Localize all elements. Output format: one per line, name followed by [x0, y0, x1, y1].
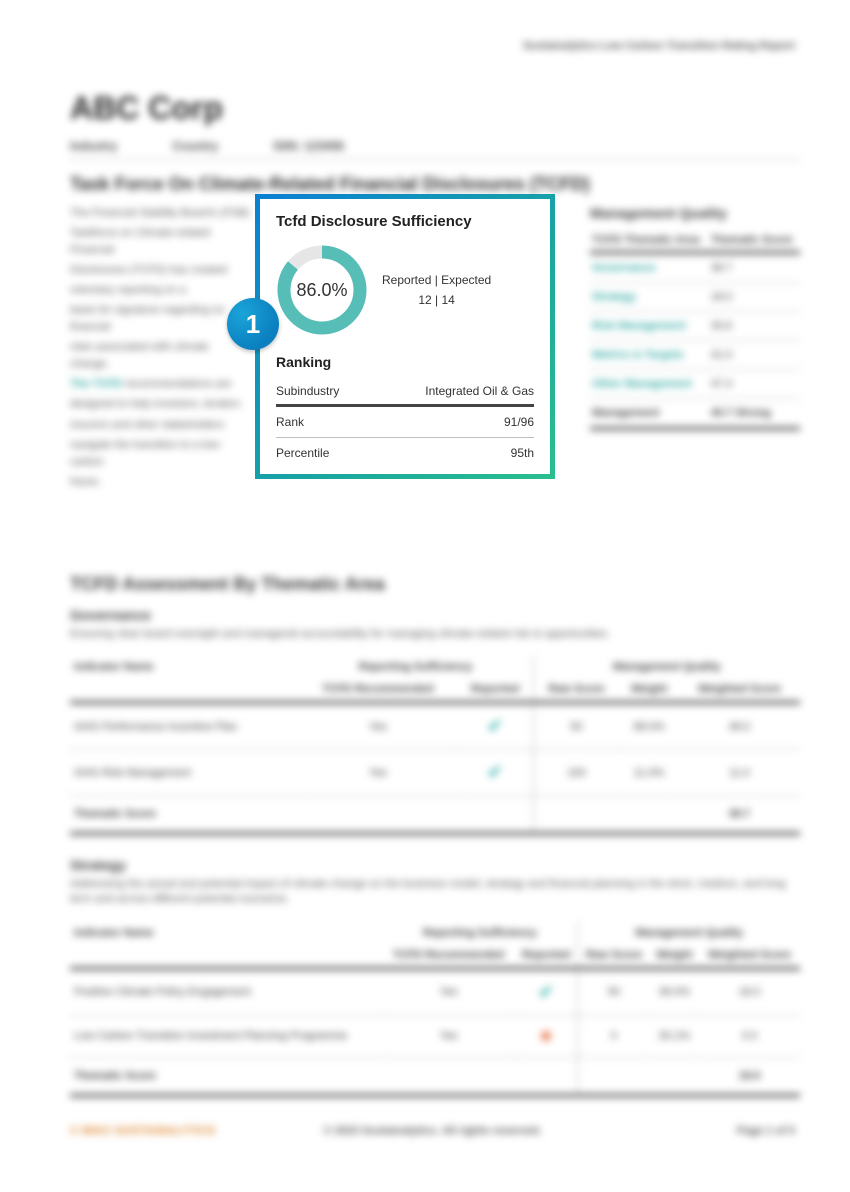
table-row: Low Carbon Transition Investment Plannin… — [70, 1015, 800, 1057]
ranking-key: Subindustry — [276, 378, 371, 406]
mq-area: Strategy — [590, 283, 709, 312]
footer: © MSCI SUSTAINALYTICS © 2023 Sustainalyt… — [70, 1125, 795, 1137]
footer-brand: © MSCI SUSTAINALYTICS — [70, 1125, 216, 1137]
mq-table: TCFD Thematic AreaThematic ScoreGovernan… — [590, 229, 800, 430]
group-desc: Ensuring clear board oversight and manag… — [70, 627, 800, 642]
reported-expected-label: Reported | Expected — [382, 270, 491, 290]
table-row: Positive Climate Policy EngagementYes✔50… — [70, 968, 800, 1015]
tcfd-para-line: Taskforce on Climate-related Financial — [70, 225, 250, 259]
tcfd-para-line: basis for signature regarding on financi… — [70, 302, 250, 336]
report-header-tag: Sustainalytics Low Carbon Transition Rat… — [523, 40, 795, 52]
highlight-panel: Tcfd Disclosure Sufficiency 86.0% Report… — [255, 194, 555, 479]
tcfd-para-line: navigate the transition to a low-carbon — [70, 437, 250, 471]
highlight-border: Tcfd Disclosure Sufficiency 86.0% Report… — [255, 194, 555, 479]
tcfd-para-line: voluntary reporting on a — [70, 282, 250, 299]
panel-title: Tcfd Disclosure Sufficiency — [276, 213, 534, 230]
mq-score: 30.6 — [709, 312, 800, 341]
assessment-table: Indicator NameReporting SufficiencyManag… — [70, 656, 800, 835]
report-page-blurred: Sustainalytics Low Carbon Transition Rat… — [0, 0, 850, 1192]
ranking-title: Ranking — [276, 354, 534, 370]
mq-score: 41.0 — [709, 341, 800, 370]
mq-area: Risk Management — [590, 312, 709, 341]
meta-industry: Industry — [70, 139, 117, 153]
callout-badge: 1 — [227, 298, 279, 350]
mq-score: 40.7 Strong — [709, 399, 800, 429]
meta-country: Country — [172, 139, 218, 153]
tcfd-para-line: risks associated with climate change. — [70, 339, 250, 373]
ranking-row: Percentile95th — [276, 438, 534, 469]
mq-title: Management Quality — [590, 205, 800, 221]
ranking-row: SubindustryIntegrated Oil & Gas — [276, 378, 534, 406]
tcfd-para-line: designed to help investors, lenders — [70, 396, 250, 413]
mq-row: Risk Management30.6 — [590, 312, 800, 341]
total-row: Thematic Score38.7 — [70, 796, 800, 834]
sufficiency-gauge: 86.0% — [276, 244, 368, 336]
ranking-key: Rank — [276, 406, 371, 438]
mq-area: Governance — [590, 253, 709, 283]
assessment-table: Indicator NameReporting SufficiencyManag… — [70, 922, 800, 1097]
tcfd-para-line: The TCFD recommendations are — [70, 376, 250, 393]
assessment-groups: Governance Ensuring clear board oversight… — [70, 607, 800, 1119]
assessment-heading: TCFD Assessment By Thematic Area — [70, 574, 800, 595]
tcfd-para-line: future. — [70, 474, 250, 491]
mq-row: Governance38.7 — [590, 253, 800, 283]
mq-area: Metrics & Targets — [590, 341, 709, 370]
ranking-key: Percentile — [276, 438, 371, 469]
table-row: GHG Performance Incentive PlanYes✔5088.0… — [70, 703, 800, 750]
mq-score: 47.4 — [709, 370, 800, 399]
ranking-row: Rank91/96 — [276, 406, 534, 438]
ranking-table: SubindustryIntegrated Oil & GasRank91/96… — [276, 378, 534, 468]
meta-isin: ISIN: 123456 — [273, 139, 344, 153]
group-title: Strategy — [70, 857, 800, 873]
gauge-side: Reported | Expected 12 | 14 — [382, 270, 491, 311]
mq-area: Other Management — [590, 370, 709, 399]
mq-score: 38.7 — [709, 253, 800, 283]
company-title: ABC Corp — [70, 90, 800, 127]
divider — [70, 159, 800, 160]
tcfd-heading: Task Force On Climate-Related Financial … — [70, 174, 800, 195]
footer-page: Page 1 of 5 — [737, 1125, 795, 1137]
mq-col-header: Thematic Score — [709, 229, 800, 253]
tcfd-para-line: insurers and other stakeholders — [70, 417, 250, 434]
group-title: Governance — [70, 607, 800, 623]
footer-copyright: © 2023 Sustainalytics. All rights reserv… — [323, 1125, 541, 1137]
total-row: Thematic Score18.0 — [70, 1057, 800, 1095]
mq-score: 18.0 — [709, 283, 800, 312]
reported-expected-values: 12 | 14 — [382, 290, 491, 310]
ranking-value: 95th — [371, 438, 534, 469]
tcfd-description: The Financial Stability Board's (FSB) Tas… — [70, 205, 250, 494]
company-meta-row: Industry Country ISIN: 123456 — [70, 139, 800, 153]
table-row: GHG Risk ManagementYes✔10011.0%11.0 — [70, 750, 800, 796]
mq-col-header: TCFD Thematic Area — [590, 229, 709, 253]
mq-row: Other Management47.4 — [590, 370, 800, 399]
management-quality: Management Quality TCFD Thematic AreaThe… — [590, 205, 800, 494]
mq-area: Management — [590, 399, 709, 429]
mq-row: Metrics & Targets41.0 — [590, 341, 800, 370]
mq-row: Management40.7 Strong — [590, 399, 800, 429]
ranking-value: Integrated Oil & Gas — [371, 378, 534, 406]
tcfd-para-line: The Financial Stability Board's (FSB) — [70, 205, 250, 222]
gauge-percent: 86.0% — [276, 244, 368, 336]
mq-row: Strategy18.0 — [590, 283, 800, 312]
ranking-value: 91/96 — [371, 406, 534, 438]
group-desc: Addressing the actual and potential impa… — [70, 877, 800, 908]
tcfd-para-line: Disclosures (TCFD) has created — [70, 262, 250, 279]
